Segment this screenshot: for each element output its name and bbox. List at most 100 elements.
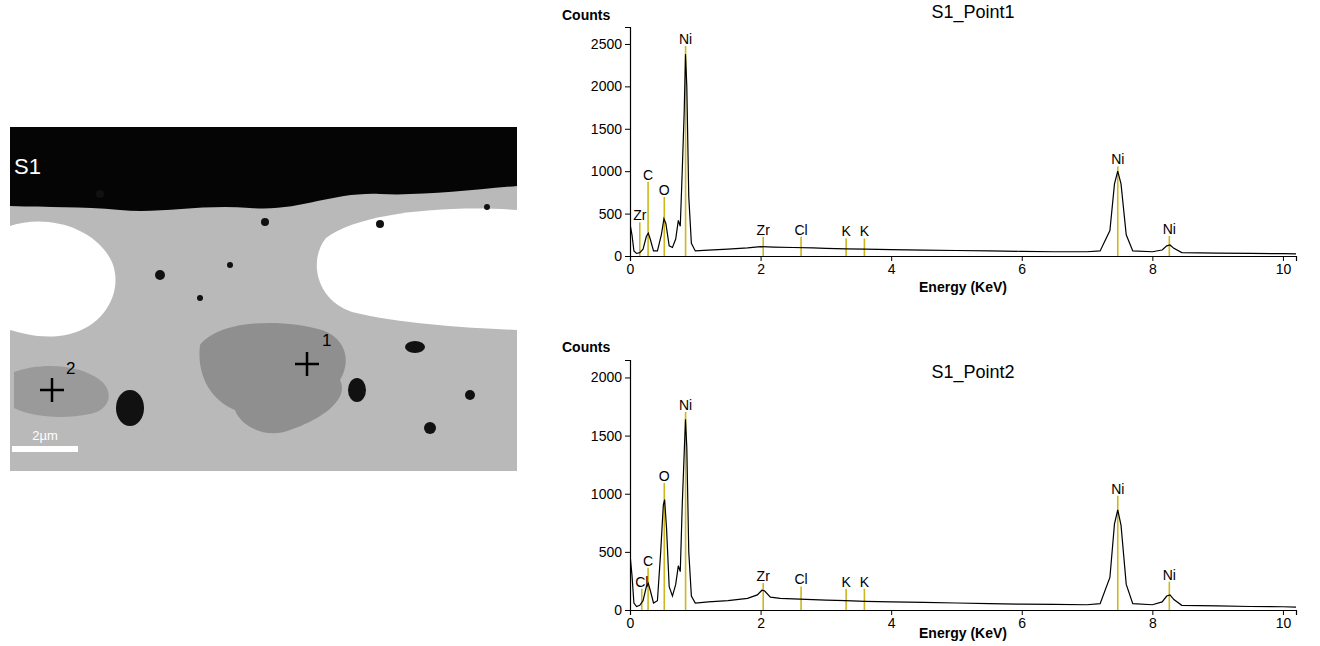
image-pore — [261, 218, 269, 226]
element-label: Ni — [1111, 481, 1124, 497]
element-label: Ni — [679, 31, 692, 47]
tick: 2 — [757, 256, 765, 277]
y-axis-line — [625, 361, 631, 611]
point-label: 1 — [322, 331, 331, 350]
tick: 8 — [1149, 256, 1157, 277]
tick: 6 — [1018, 610, 1026, 631]
element-label: Cl — [635, 574, 648, 590]
tick-label: 500 — [599, 206, 623, 222]
element-marker — [845, 238, 847, 256]
tick-mark — [625, 610, 630, 611]
tick: 0 — [627, 610, 635, 631]
x-axis: 0 2 4 6 8 10 — [627, 610, 1297, 631]
element-marker — [639, 222, 641, 256]
element-label: Ni — [679, 397, 692, 413]
y-axis: 0 500 1000 1500 2000 — [591, 361, 631, 618]
tick-label: 8 — [1149, 615, 1157, 631]
tick-label: 1500 — [591, 121, 622, 137]
image-pore — [116, 390, 144, 426]
element-marker — [647, 182, 649, 256]
element-marker — [1169, 236, 1171, 256]
tick: 2000 — [591, 369, 630, 385]
plot-area — [630, 46, 1296, 256]
chart-panel: S1_Point1CountsEnergy (KeV)0246810050010… — [562, 2, 1297, 295]
tick-label: 1500 — [591, 428, 622, 444]
tick-mark — [625, 494, 630, 495]
tick-mark — [625, 44, 630, 45]
spectrum-line — [630, 54, 1296, 254]
element-label: K — [841, 223, 851, 239]
tick-label: 2 — [757, 261, 765, 277]
image-pore — [197, 295, 203, 301]
tick: 1500 — [591, 121, 630, 137]
element-label: Cl — [794, 222, 807, 238]
tick: 2500 — [591, 36, 630, 52]
image-pore — [227, 262, 233, 268]
element-marker — [762, 583, 764, 610]
image-pore — [348, 378, 366, 402]
element-label: O — [659, 182, 670, 198]
tick-mark — [625, 214, 630, 215]
tick-label: 2 — [757, 615, 765, 631]
tick-label: 6 — [1018, 261, 1026, 277]
tick-label: 500 — [599, 544, 623, 560]
x-axis-title: Energy (KeV) — [919, 625, 1007, 641]
chart-panel: S1_Point2CountsEnergy (KeV)0246810050010… — [562, 339, 1297, 641]
element-marker — [845, 589, 847, 610]
element-marker — [641, 589, 643, 610]
x-axis-line — [631, 257, 1297, 262]
tick-mark — [625, 129, 630, 130]
element-label: Ni — [1163, 221, 1176, 237]
tick: 4 — [888, 610, 896, 631]
image-pore — [405, 341, 425, 353]
element-label: Ni — [1111, 151, 1124, 167]
figure: 12S12µmS1_Point1CountsEnergy (KeV)024681… — [0, 0, 1320, 646]
tick-label: 2500 — [591, 36, 622, 52]
element-label: C — [643, 167, 653, 183]
scale-bar-label: 2µm — [32, 428, 58, 443]
image-pore — [376, 220, 384, 228]
tick-label: 6 — [1018, 615, 1026, 631]
sem-image: 1 2 S1 2µm — [10, 127, 517, 471]
image-dark-region — [10, 127, 517, 211]
element-label: Cl — [794, 571, 807, 587]
tick-mark — [625, 436, 630, 437]
element-label: Zr — [757, 568, 771, 584]
tick: 1000 — [591, 163, 630, 179]
tick: 0 — [614, 602, 630, 618]
element-label: C — [643, 553, 653, 569]
image-label: S1 — [14, 154, 41, 179]
tick-label: 1000 — [591, 163, 622, 179]
tick-mark — [625, 256, 630, 257]
scale-bar — [12, 446, 78, 452]
tick-label: 4 — [888, 261, 896, 277]
image-particle — [199, 323, 345, 433]
tick-mark — [625, 377, 630, 378]
element-marker — [1117, 166, 1119, 256]
tick-label: 8 — [1149, 261, 1157, 277]
image-pore — [424, 422, 436, 434]
element-labels: Zr CO Ni Zr Cl KK Ni Ni — [633, 31, 1176, 240]
tick-label: 1000 — [591, 486, 622, 502]
element-label: Zr — [633, 207, 647, 223]
tick-label: 0 — [627, 261, 635, 277]
y-axis-title: Counts — [562, 7, 610, 23]
point-label: 2 — [66, 359, 75, 378]
element-label: Zr — [757, 222, 771, 238]
tick: 2000 — [591, 78, 630, 94]
element-label: K — [860, 223, 870, 239]
plot-area — [630, 412, 1296, 610]
element-marker — [864, 589, 866, 610]
tick: 4 — [888, 256, 896, 277]
tick: 10 — [1276, 256, 1292, 277]
tick: 1500 — [591, 428, 630, 444]
x-axis-line — [631, 611, 1297, 616]
tick: 500 — [599, 206, 630, 222]
x-axis-title: Energy (KeV) — [919, 279, 1007, 295]
image-ground — [10, 127, 517, 471]
tick: 10 — [1276, 610, 1292, 631]
image-pore — [484, 204, 490, 210]
element-marker — [663, 197, 665, 256]
element-label: K — [860, 574, 870, 590]
tick-mark — [625, 552, 630, 553]
